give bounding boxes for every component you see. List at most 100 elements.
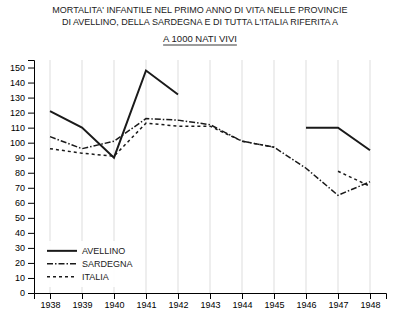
legend-label: AVELLINO [82,246,125,256]
x-tick-label: 1941 [136,300,156,310]
y-tick-mark [28,203,34,204]
x-tick-mark [146,293,147,299]
x-tick: 1944 [232,293,252,310]
x-tick-mark [210,293,211,299]
x-tick-mark [242,293,243,299]
y-tick-label: 100 [10,138,25,148]
y-tick-mark [28,263,34,264]
y-tick-mark [28,158,34,159]
y-tick: 80 [15,168,34,178]
y-tick-label: 0 [20,288,25,298]
y-tick-label: 20 [15,258,25,268]
y-tick-mark [28,128,34,129]
x-tick-mark [338,293,339,299]
legend-label: ITALIA [82,272,109,282]
y-tick-mark [28,218,34,219]
grid-line [370,60,371,293]
y-axis-line [28,61,35,294]
series-line [306,128,370,151]
x-tick: 1943 [200,293,220,310]
x-tick-label: 1938 [40,300,60,310]
y-tick-mark [28,173,34,174]
legend-background [42,241,138,287]
x-tick: 1947 [328,293,348,310]
y-tick-mark [28,68,34,69]
y-tick-mark [28,143,34,144]
legend-item: ITALIA [47,272,109,282]
x-tick-label: 1940 [104,300,124,310]
y-tick-mark [28,293,34,294]
x-tick: 1941 [136,293,156,310]
y-tick-label: 10 [15,273,25,283]
legend-item: AVELLINO [47,246,125,256]
y-tick: 90 [15,153,34,163]
legend-swatch [47,276,77,278]
grid-line [146,60,147,293]
x-tick-mark [178,293,179,299]
x-tick-label: 1942 [168,300,188,310]
x-tick: 1940 [104,293,124,310]
x-tick-label: 1945 [264,300,284,310]
y-tick: 10 [15,273,34,283]
legend-label: SARDEGNA [82,259,133,269]
x-tick-label: 1943 [200,300,220,310]
x-tick: 1942 [168,293,188,310]
y-tick: 140 [10,78,34,88]
x-tick-label: 1939 [72,300,92,310]
subtitle-underline [163,45,237,46]
y-tick-label: 70 [15,183,25,193]
x-axis-line [35,294,387,300]
y-tick-mark [28,233,34,234]
y-tick: 0 [20,288,34,298]
series-line [338,171,370,186]
x-tick-label: 1944 [232,300,252,310]
y-tick-label: 140 [10,78,25,88]
y-tick-mark [28,278,34,279]
y-tick: 110 [11,123,34,133]
x-tick: 1945 [264,293,284,310]
grid-line [242,60,243,293]
y-tick-label: 130 [10,93,25,103]
y-tick-mark [28,188,34,189]
legend-item: SARDEGNA [47,259,133,269]
title: MORTALITA' INFANTILE NEL PRIMO ANNO DI V… [52,5,347,27]
x-tick-mark [82,293,83,299]
x-axis: 1938 1939 1940 1941 1942 1943 1944 1945 1946 1947… [35,293,387,310]
y-tick: 20 [15,258,34,268]
y-tick-label: 120 [10,108,25,118]
y-tick-mark [28,248,34,249]
y-tick: 100 [10,138,34,148]
y-axis: 0 10 20 30 40 50 60 70 80 90 100 110 120 130 140 150 [10,61,35,299]
chart: MORTALITA' INFANTILE NEL PRIMO ANNO DI V… [0,0,400,317]
x-tick-mark [370,293,371,299]
subtitle: A 1000 NATI VIVI [163,33,237,44]
legend-swatch [47,263,77,265]
legend-swatch [47,250,77,252]
x-tick-mark [274,293,275,299]
x-tick: 1948 [360,293,380,310]
y-tick-label: 60 [15,198,25,208]
y-tick-label: 30 [15,243,25,253]
y-tick-label: 90 [15,153,25,163]
plot-area [50,71,370,196]
y-tick: 60 [15,198,34,208]
x-tick-label: 1947 [328,300,348,310]
y-tick-label: 40 [15,228,25,238]
grid-line [338,60,339,293]
x-tick: 1939 [72,293,92,310]
y-tick: 40 [15,228,34,238]
y-tick-label: 50 [15,213,25,223]
y-tick: 130 [10,93,34,103]
x-tick-mark [114,293,115,299]
x-tick-mark [50,293,51,299]
y-tick: 120 [10,108,34,118]
series-line [50,119,370,196]
x-tick-label: 1948 [360,300,380,310]
y-tick-mark [28,113,34,114]
x-tick: 1946 [296,293,316,310]
x-tick-mark [306,293,307,299]
y-tick-label: 80 [15,168,25,178]
grid-line [210,60,211,293]
y-tick-label: 150 [10,63,25,73]
y-tick: 50 [15,213,34,223]
